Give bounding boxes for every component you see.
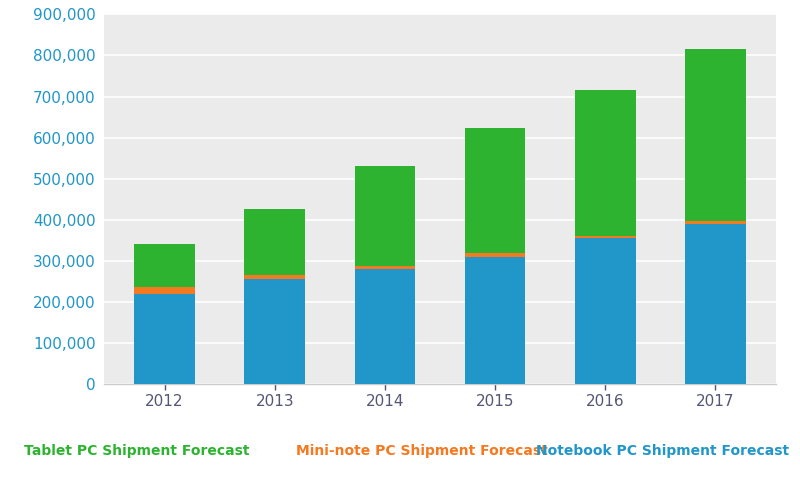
Bar bbox=[685, 221, 746, 224]
Bar bbox=[134, 288, 195, 294]
Bar bbox=[465, 257, 526, 384]
Bar bbox=[465, 128, 526, 253]
Bar bbox=[685, 224, 746, 384]
Bar bbox=[245, 275, 305, 279]
Bar bbox=[354, 266, 415, 269]
Text: Tablet PC Shipment Forecast: Tablet PC Shipment Forecast bbox=[24, 444, 250, 458]
Bar bbox=[245, 209, 305, 275]
Text: Notebook PC Shipment Forecast: Notebook PC Shipment Forecast bbox=[536, 444, 789, 458]
Bar bbox=[575, 90, 635, 236]
Text: Mini-note PC Shipment Forecast: Mini-note PC Shipment Forecast bbox=[296, 444, 548, 458]
Bar bbox=[575, 238, 635, 384]
Bar bbox=[465, 253, 526, 257]
Bar bbox=[575, 236, 635, 238]
Bar bbox=[685, 49, 746, 221]
Bar bbox=[134, 244, 195, 288]
Bar bbox=[245, 279, 305, 384]
Bar bbox=[134, 294, 195, 384]
Bar bbox=[354, 167, 415, 266]
Bar bbox=[354, 269, 415, 384]
